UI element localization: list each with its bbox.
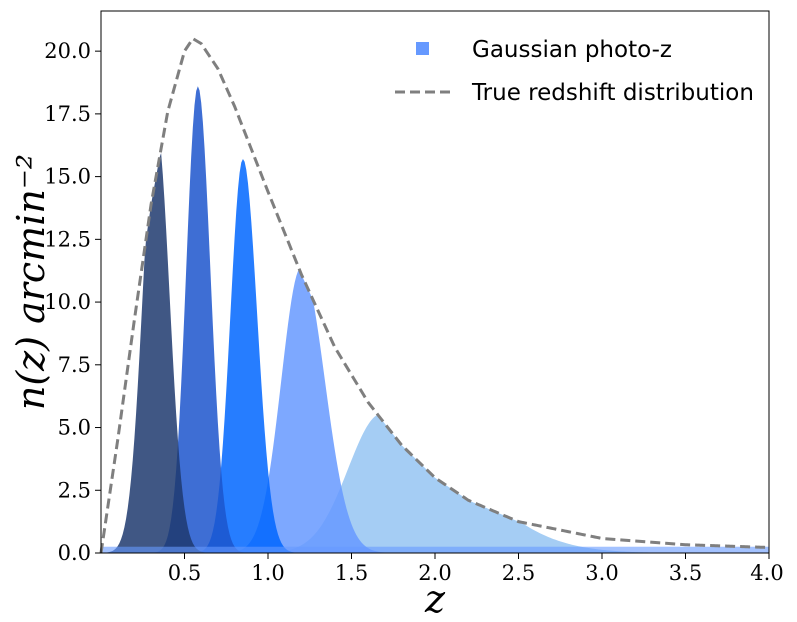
photo-z-fills (101, 86, 769, 554)
y-tick-label: 10.0 (44, 290, 91, 314)
baseline-band (101, 546, 769, 553)
x-axis-label: z (424, 577, 446, 621)
legend-label-true-redshift: True redshift distribution (471, 80, 754, 106)
x-ticks: 0.5 1.0 1.5 2.0 2.5 3.0 3.5 4.0 (168, 553, 784, 585)
legend-swatch-gaussian (416, 42, 429, 55)
x-tick-label: 2.0 (418, 561, 451, 585)
y-tick-label: 17.5 (44, 102, 91, 126)
true-redshift-curve (99, 36, 770, 554)
photo-z-bin-5 (101, 153, 769, 554)
x-tick-label: 1.5 (335, 561, 368, 585)
x-tick-label: 2.5 (502, 561, 535, 585)
y-tick-label: 5.0 (58, 416, 91, 440)
legend: Gaussian photo-z True redshift distribut… (395, 37, 754, 106)
photo-z-bin-1 (101, 415, 769, 553)
true-redshift-curve-group (99, 36, 770, 554)
y-tick-label: 0.0 (58, 541, 91, 565)
x-tick-label: 3.5 (669, 561, 702, 585)
x-tick-label: 1.0 (251, 561, 284, 585)
x-tick-label: 0.5 (168, 561, 201, 585)
photo-z-bin-3 (101, 159, 769, 554)
y-tick-label: 15.0 (44, 165, 91, 189)
y-tick-label: 2.5 (58, 478, 91, 502)
y-tick-label: 20.0 (44, 39, 91, 63)
legend-label-gaussian: Gaussian photo-z (472, 37, 672, 63)
y-tick-label: 7.5 (58, 353, 91, 377)
x-tick-label: 4.0 (750, 561, 783, 585)
y-tick-label: 12.5 (44, 227, 91, 251)
y-ticks: 0.0 2.5 5.0 7.5 10.0 12.5 15.0 17.5 20.0 (44, 39, 101, 565)
x-tick-label: 3.0 (585, 561, 618, 585)
y-axis-label: n(z) arcmin⁻² (9, 154, 53, 410)
baseline-band-rect (101, 546, 769, 553)
